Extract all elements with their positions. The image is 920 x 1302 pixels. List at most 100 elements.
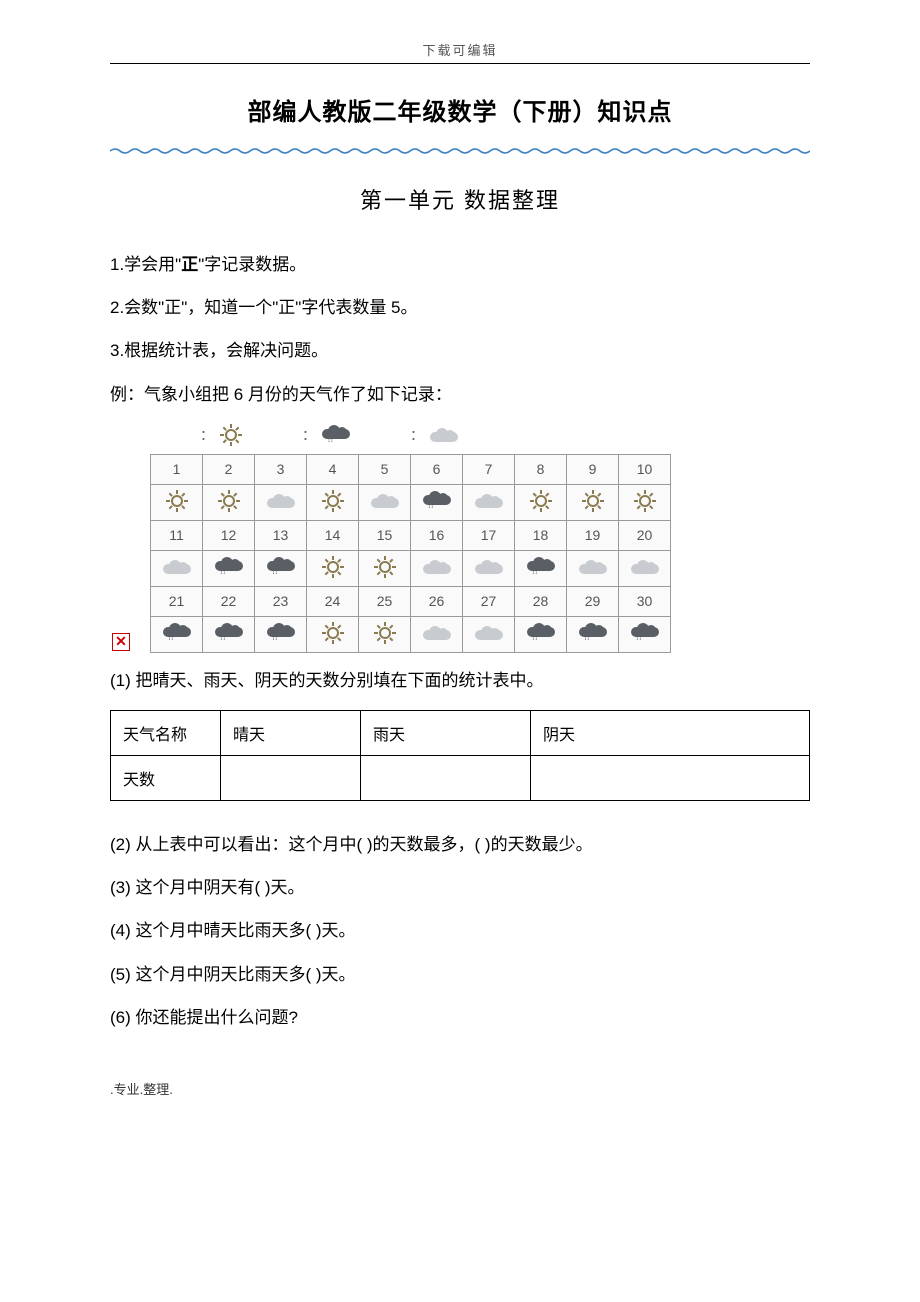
rain-icon: ፧፧ xyxy=(423,491,451,511)
cloud-icon xyxy=(423,560,451,574)
sun-icon xyxy=(634,490,656,512)
calendar-day-number: 17 xyxy=(463,520,515,550)
calendar-weather-cell xyxy=(463,550,515,586)
table-row: ፧፧ ፧፧ ፧፧ xyxy=(151,550,671,586)
cloud-icon xyxy=(631,560,659,574)
calendar-weather-cell xyxy=(359,550,411,586)
rain-icon: ፧፧ xyxy=(163,623,191,643)
cloud-icon xyxy=(371,494,399,508)
page-footer: .专业.整理. xyxy=(110,1079,810,1098)
point-2: 2.会数"正"，知道一个"正"字代表数量 5。 xyxy=(110,294,810,321)
calendar-weather-cell: ፧፧ xyxy=(151,616,203,652)
question-1: (1) 把晴天、雨天、阴天的天数分别填在下面的统计表中。 xyxy=(110,667,810,694)
calendar-day-number: 26 xyxy=(411,586,463,616)
legend-sunny: ： xyxy=(200,424,242,446)
calendar-day-number: 27 xyxy=(463,586,515,616)
weather-calendar: 12345678910፧፧11121314151617181920፧፧፧፧፧፧2… xyxy=(150,454,671,653)
calendar-weather-cell xyxy=(203,484,255,520)
calendar-day-number: 16 xyxy=(411,520,463,550)
cloud-icon xyxy=(423,626,451,640)
cloud-icon xyxy=(475,626,503,640)
question-5: (5) 这个月中阴天比雨天多( )天。 xyxy=(110,961,810,988)
table-row: 天气名称 晴天 雨天 阴天 xyxy=(111,710,810,755)
calendar-day-number: 6 xyxy=(411,454,463,484)
calendar-weather-cell xyxy=(567,550,619,586)
calendar-weather-cell xyxy=(151,550,203,586)
stats-header-3: 阴天 xyxy=(531,710,810,755)
rain-icon: ፧፧ xyxy=(579,623,607,643)
calendar-weather-cell: ፧፧ xyxy=(255,616,307,652)
cloud-icon xyxy=(430,428,458,442)
calendar-day-number: 15 xyxy=(359,520,411,550)
rain-icon: ፧፧ xyxy=(267,623,295,643)
calendar-day-number: 5 xyxy=(359,454,411,484)
question-3: (3) 这个月中阴天有( )天。 xyxy=(110,874,810,901)
calendar-weather-cell xyxy=(463,616,515,652)
calendar-weather-cell: ፧፧ xyxy=(515,616,567,652)
stats-cell-rainy xyxy=(361,755,531,800)
calendar-weather-cell: ፧፧ xyxy=(515,550,567,586)
sun-icon xyxy=(530,490,552,512)
table-row: 11121314151617181920 xyxy=(151,520,671,550)
sun-icon xyxy=(322,622,344,644)
calendar-day-number: 24 xyxy=(307,586,359,616)
calendar-day-number: 10 xyxy=(619,454,671,484)
stats-header-2: 雨天 xyxy=(361,710,531,755)
calendar-day-number: 8 xyxy=(515,454,567,484)
sun-icon xyxy=(322,556,344,578)
calendar-day-number: 18 xyxy=(515,520,567,550)
calendar-weather-cell xyxy=(307,616,359,652)
question-4: (4) 这个月中晴天比雨天多( )天。 xyxy=(110,917,810,944)
header-rule xyxy=(110,63,810,64)
legend-cloudy: ： xyxy=(410,425,458,445)
calendar-day-number: 12 xyxy=(203,520,255,550)
calendar-weather-cell: ፧፧ xyxy=(203,550,255,586)
point-1-post: "字记录数据。 xyxy=(198,255,306,274)
legend-row: ： ： ፧፧ ： xyxy=(150,424,810,446)
cloud-icon xyxy=(475,494,503,508)
sun-icon xyxy=(374,622,396,644)
calendar-day-number: 2 xyxy=(203,454,255,484)
calendar-day-number: 13 xyxy=(255,520,307,550)
calendar-weather-cell xyxy=(359,616,411,652)
page-header-text: 下载可编辑 xyxy=(110,40,810,59)
cloud-icon xyxy=(475,560,503,574)
calendar-day-number: 29 xyxy=(567,586,619,616)
rain-icon: ፧፧ xyxy=(215,557,243,577)
stats-table: 天气名称 晴天 雨天 阴天 天数 xyxy=(110,710,810,801)
sun-icon xyxy=(374,556,396,578)
legend-rainy-colon: ： xyxy=(302,425,316,445)
calendar-day-number: 30 xyxy=(619,586,671,616)
calendar-weather-cell xyxy=(567,484,619,520)
calendar-weather-cell xyxy=(307,550,359,586)
table-row: 12345678910 xyxy=(151,454,671,484)
stats-header-1: 晴天 xyxy=(221,710,361,755)
page: 下载可编辑 部编人教版二年级数学（下册）知识点 第一单元 数据整理 1.学会用"… xyxy=(0,0,920,1128)
calendar-weather-cell: ፧፧ xyxy=(619,616,671,652)
rain-icon: ፧፧ xyxy=(527,557,555,577)
table-row: 21222324252627282930 xyxy=(151,586,671,616)
sun-icon xyxy=(220,424,242,446)
calendar-day-number: 22 xyxy=(203,586,255,616)
calendar-weather-cell xyxy=(515,484,567,520)
calendar-day-number: 11 xyxy=(151,520,203,550)
calendar-day-number: 21 xyxy=(151,586,203,616)
stats-cell-sunny xyxy=(221,755,361,800)
calendar-region: ： ： ፧፧ ： 12345678910፧፧111213141516171819… xyxy=(150,424,810,653)
wave-divider xyxy=(110,147,810,155)
point-1-pre: 1.学会用" xyxy=(110,255,181,274)
stats-header-0: 天气名称 xyxy=(111,710,221,755)
cloud-icon xyxy=(579,560,607,574)
sun-icon xyxy=(166,490,188,512)
calendar-day-number: 19 xyxy=(567,520,619,550)
calendar-weather-cell: ፧፧ xyxy=(255,550,307,586)
calendar-weather-cell xyxy=(463,484,515,520)
main-title: 部编人教版二年级数学（下册）知识点 xyxy=(110,92,810,127)
sun-icon xyxy=(582,490,604,512)
sun-icon xyxy=(218,490,240,512)
table-row: 天数 xyxy=(111,755,810,800)
calendar-weather-cell xyxy=(411,550,463,586)
calendar-weather-cell: ፧፧ xyxy=(411,484,463,520)
calendar-day-number: 3 xyxy=(255,454,307,484)
stats-cell-cloudy xyxy=(531,755,810,800)
